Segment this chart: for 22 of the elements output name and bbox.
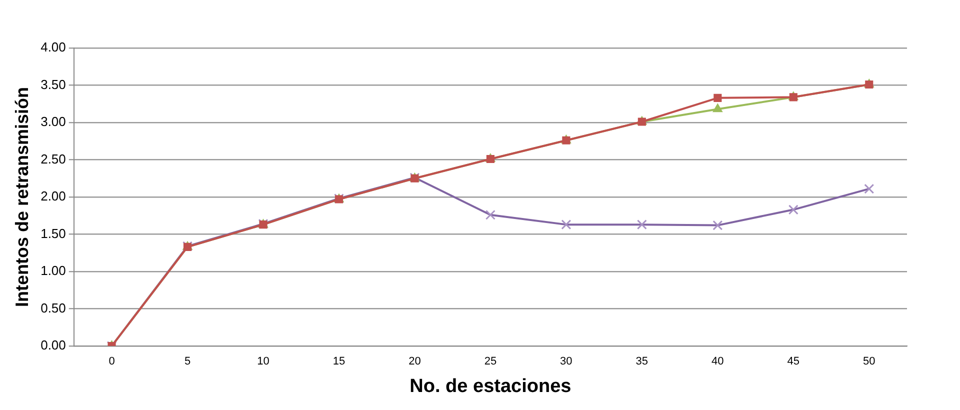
x-tick-label: 40: [712, 356, 724, 368]
x-tick-label: 30: [560, 356, 572, 368]
y-tick-label: 3.00: [40, 114, 66, 130]
x-tick-label: 15: [332, 356, 346, 368]
y-tick-label: 0.50: [40, 300, 66, 316]
y-tick-label: 1.50: [40, 226, 66, 241]
y-tick-label: 0.00: [40, 338, 66, 353]
x-tick-label: 45: [787, 356, 800, 368]
y-tick-label: 2.00: [40, 188, 66, 204]
y-tick-label: 3.50: [40, 76, 66, 92]
y-axis-title: Intentos de retransmisión: [12, 86, 32, 308]
x-tick-label: 10: [257, 356, 270, 368]
x-axis-title: No. de estaciones: [410, 376, 572, 397]
x-tick-label: 5: [184, 356, 191, 368]
x-tick-label: 50: [863, 356, 876, 368]
x-tick-label: 35: [636, 356, 648, 368]
y-tick-label: 2.50: [40, 151, 66, 166]
x-tick-label: 20: [408, 356, 421, 368]
y-tick-label: 1.00: [40, 263, 66, 278]
x-tick-label: 25: [484, 356, 497, 368]
x-tick-label: 0: [108, 356, 115, 368]
y-tick-label: 4.00: [40, 40, 66, 55]
